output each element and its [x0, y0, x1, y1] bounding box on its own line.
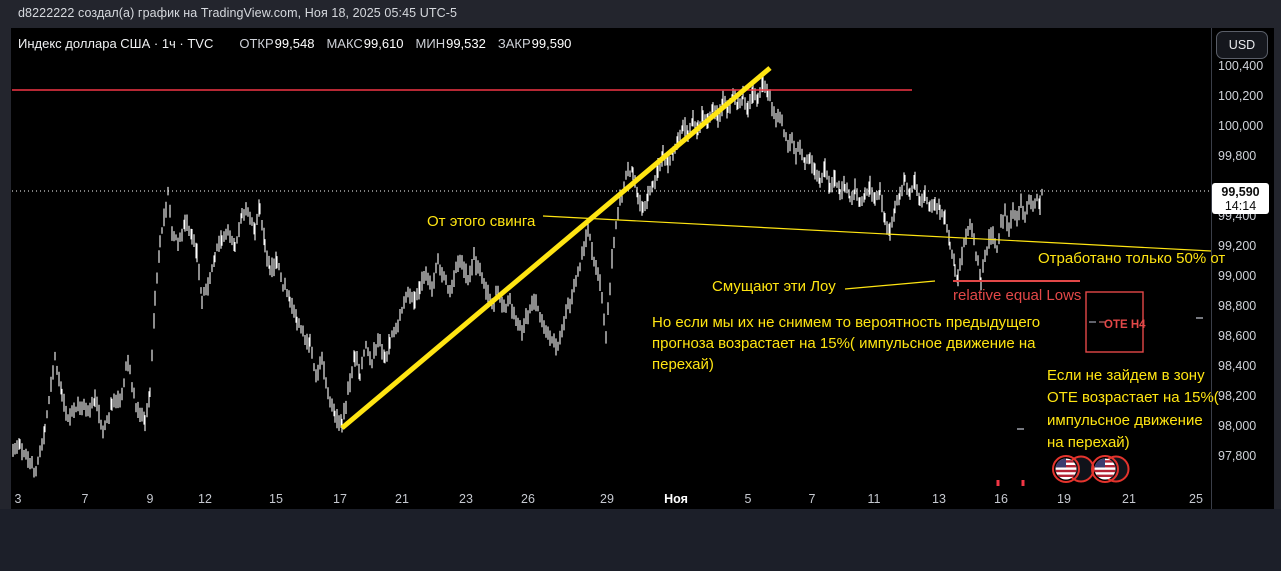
chart-canvas[interactable] [11, 28, 1274, 509]
attribution-bar: d8222222 создал(а) график на TradingView… [0, 0, 1281, 28]
brand-bar: TradingView [0, 509, 1281, 571]
high-value: 99,610 [363, 36, 404, 51]
low-label: МИН [415, 36, 446, 51]
last-price-tag: 99,590 14:14 [1212, 183, 1269, 214]
price-axis-separator [1211, 28, 1212, 509]
low-value: 99,532 [446, 36, 486, 51]
us-flag-event-icon[interactable] [1051, 454, 1097, 489]
right-edge-strip [1274, 0, 1281, 571]
close-label: ЗАКР [497, 36, 531, 51]
attribution-text: d8222222 создал(а) график на TradingView… [18, 6, 458, 20]
us-flag-event-icon[interactable] [1091, 454, 1131, 489]
open-label: ОТКР [239, 36, 274, 51]
symbol-title[interactable]: Индекс доллара США · 1ч · TVC [18, 36, 214, 51]
last-price-value: 99,590 [1221, 184, 1260, 199]
high-label: МАКС [326, 36, 363, 51]
close-value: 99,590 [531, 36, 572, 51]
currency-button[interactable]: USD [1216, 31, 1268, 59]
symbol-legend[interactable]: Индекс доллара США · 1ч · TVC ОТКР99,548 М… [18, 36, 571, 51]
open-value: 99,548 [274, 36, 315, 51]
last-price-time: 14:14 [1224, 198, 1257, 213]
